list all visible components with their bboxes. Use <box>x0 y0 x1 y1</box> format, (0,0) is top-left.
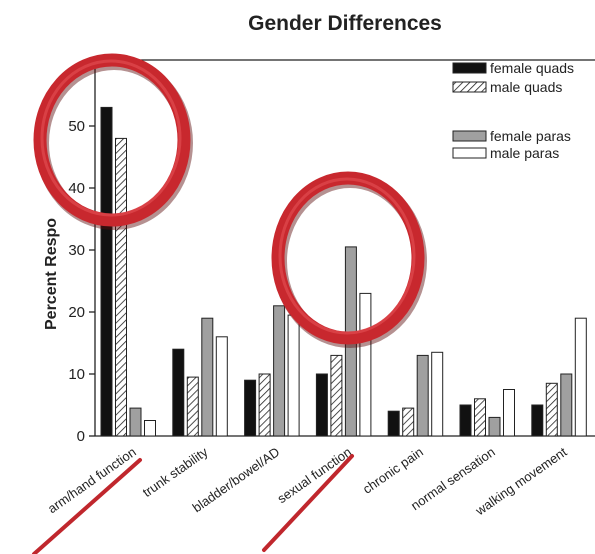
bar-male-paras-3 <box>359 292 372 437</box>
bar-female-paras-0 <box>129 407 142 437</box>
y-tick-label: 30 <box>68 242 85 259</box>
bar-female-paras-1 <box>201 317 214 437</box>
bar-female-paras-5 <box>488 416 501 437</box>
bar-female-quads-5 <box>459 404 472 437</box>
underline-arm-hand <box>32 458 142 554</box>
chart-title: Gender Differences <box>248 12 442 35</box>
legend-swatch <box>452 81 487 93</box>
bar-male-paras-2 <box>287 314 300 437</box>
legend-label: female quads <box>490 60 574 76</box>
y-tick-label: 20 <box>68 304 85 321</box>
bar-male-quads-4 <box>402 407 415 437</box>
underline-sexual-function <box>262 454 354 552</box>
y-ticks: 0 10 20 30 40 50 <box>68 118 95 445</box>
y-tick-label: 10 <box>68 366 85 383</box>
bar-female-quads-6 <box>531 404 544 437</box>
bar-male-paras-4 <box>431 351 444 437</box>
y-axis-label: Percent Respo <box>43 218 60 330</box>
bar-female-paras-6 <box>560 373 573 437</box>
bar-female-quads-0 <box>100 106 113 437</box>
bar-female-paras-4 <box>416 354 429 437</box>
annotations <box>32 53 427 554</box>
bar-male-quads-1 <box>186 376 199 437</box>
bar-male-quads-2 <box>258 373 271 437</box>
category-label: chronic pain <box>360 444 426 497</box>
bar-male-quads-5 <box>474 398 486 437</box>
legend-label: male paras <box>490 145 559 161</box>
legend-label: female paras <box>490 128 571 144</box>
bar-male-paras-6 <box>574 317 587 437</box>
bar-female-quads-2 <box>244 379 257 437</box>
bar-male-quads-3 <box>330 354 343 437</box>
legend-swatch <box>452 130 487 142</box>
bar-male-paras-1 <box>215 336 228 437</box>
bar-female-quads-3 <box>315 373 328 437</box>
bar-male-paras-5 <box>503 389 515 437</box>
y-tick-label: 40 <box>68 180 85 197</box>
bar-male-paras-0 <box>144 420 156 437</box>
bar-female-paras-2 <box>273 305 286 437</box>
legend-swatch <box>452 147 487 159</box>
bar-female-quads-1 <box>172 348 185 437</box>
bar-female-quads-4 <box>387 410 400 437</box>
category-labels: arm/hand function trunk stabilitybladder/… <box>45 444 570 519</box>
legend-swatch <box>452 62 487 74</box>
legend-label: male quads <box>490 79 562 95</box>
highlight-circle-shine <box>40 59 182 217</box>
bar-male-quads-0 <box>115 137 127 437</box>
y-tick-label: 0 <box>77 428 85 445</box>
y-tick-label: 50 <box>68 118 85 135</box>
bar-male-quads-6 <box>545 382 558 437</box>
highlight-circle-shine <box>278 177 416 335</box>
category-label: trunk stability <box>140 444 211 500</box>
